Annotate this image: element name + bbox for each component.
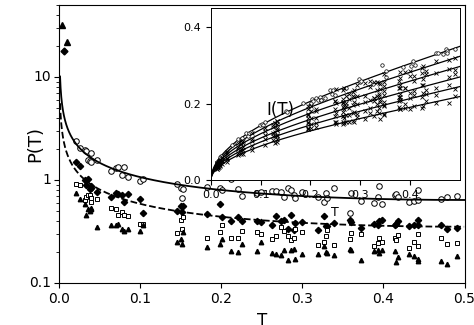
Text: I(T): I(T) [266, 101, 295, 119]
X-axis label: T: T [257, 312, 267, 325]
X-axis label: T: T [331, 206, 339, 219]
Text: 1: 1 [42, 173, 51, 187]
Y-axis label: P(T): P(T) [26, 126, 44, 162]
Text: 10: 10 [33, 70, 51, 84]
Text: 0.1: 0.1 [29, 276, 51, 290]
